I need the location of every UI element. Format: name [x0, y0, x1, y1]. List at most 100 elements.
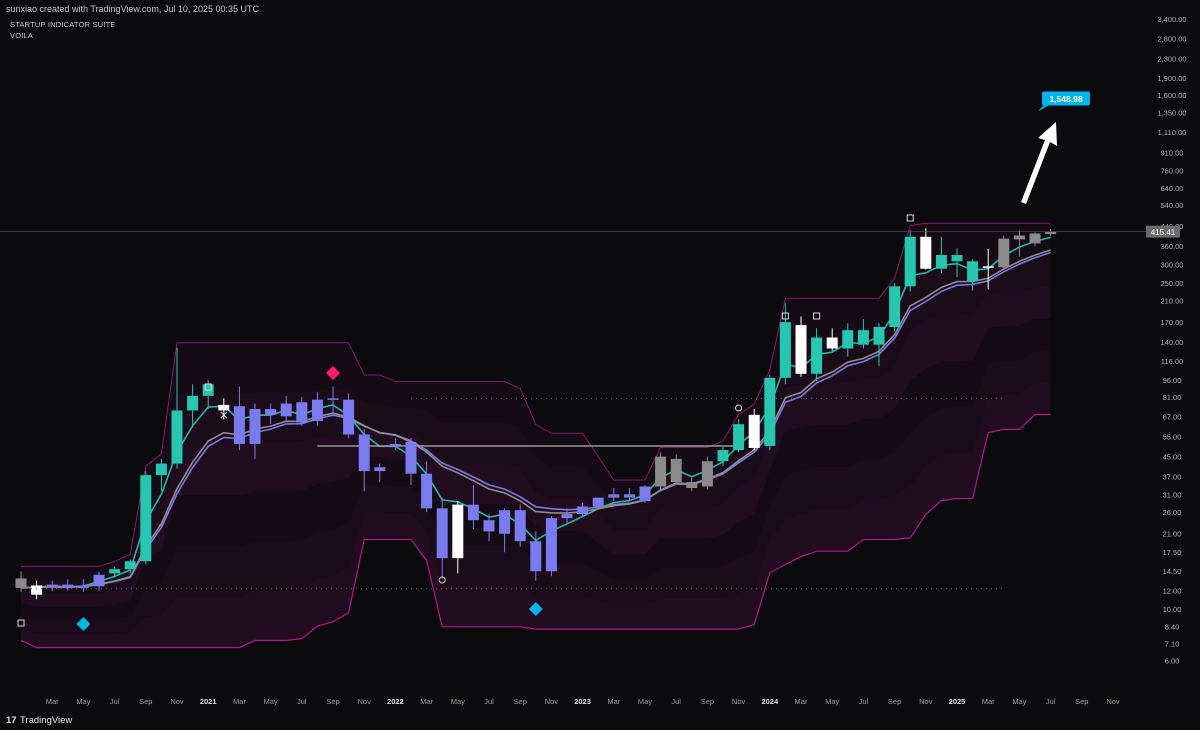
candle-62 — [982, 249, 994, 290]
candle-body — [795, 325, 807, 374]
time-tick-label: Nov — [919, 697, 933, 706]
time-tick-label: May — [76, 697, 90, 706]
candle-body — [857, 330, 869, 345]
candle-65 — [1029, 232, 1041, 247]
candle-59 — [935, 236, 947, 274]
candle-body — [811, 337, 823, 374]
square-signal-icon — [781, 312, 789, 320]
candle-34 — [545, 516, 557, 577]
candle-30 — [483, 514, 495, 542]
candle-body — [951, 254, 963, 262]
candle-55 — [873, 323, 885, 367]
time-tick-label: Nov — [1106, 697, 1120, 706]
candle-2 — [46, 580, 58, 592]
candle-24 — [389, 438, 401, 451]
candle-43 — [686, 477, 698, 492]
candle-body — [530, 541, 542, 572]
candle-54 — [857, 319, 869, 349]
candle-58 — [920, 228, 932, 270]
circle-signal-icon — [438, 576, 446, 584]
price-tick-label: 116.00 — [1161, 357, 1183, 366]
square-signal-icon — [906, 214, 914, 222]
candle-body — [935, 254, 947, 269]
candle-47 — [748, 409, 760, 451]
price-tick-label: 360.00 — [1161, 242, 1184, 251]
buy-diamond-icon — [528, 602, 543, 616]
time-tick-label: Sep — [326, 697, 339, 706]
time-tick-label: 2024 — [761, 697, 779, 706]
candle-32 — [514, 504, 526, 547]
candle-body — [592, 497, 604, 507]
candle-body — [343, 399, 355, 435]
price-tick-label: 37.00 — [1163, 472, 1182, 481]
candle-11 — [187, 384, 199, 428]
candle-40 — [639, 484, 651, 503]
candle-31 — [499, 508, 511, 553]
candle-body — [779, 322, 791, 378]
candle-body — [608, 494, 620, 498]
time-tick-label: Nov — [170, 697, 184, 706]
candle-body — [46, 584, 58, 588]
target-badge — [1042, 91, 1090, 106]
candle-66 — [1045, 229, 1057, 237]
price-tick-label: 6.00 — [1165, 657, 1180, 666]
tradingview-brand[interactable]: TradingView — [20, 715, 73, 726]
candle-9 — [155, 458, 167, 492]
circle-signal-icon — [735, 404, 743, 412]
candle-body — [452, 504, 464, 559]
candle-41 — [655, 452, 667, 492]
candle-body — [655, 456, 667, 487]
candle-35 — [561, 508, 573, 525]
time-tick-label: Nov — [358, 697, 372, 706]
square-signal-icon — [17, 619, 25, 627]
time-axis[interactable]: Mar May Jul Sep Nov 2021 Mar May Jul Sep Nov 2022 Ma… — [46, 697, 1120, 706]
candle-10 — [171, 347, 183, 469]
price-tick-label: 12.00 — [1163, 586, 1182, 595]
candle-33 — [530, 531, 542, 581]
candle-28 — [452, 501, 464, 574]
candle-5 — [93, 571, 105, 591]
price-tick-label: 45.00 — [1163, 453, 1182, 462]
candle-body — [155, 463, 167, 476]
candle-body — [421, 473, 433, 509]
candle-57 — [904, 230, 916, 292]
time-tick-label: May — [1012, 697, 1026, 706]
square-signal-icon — [813, 312, 821, 320]
candle-14 — [233, 386, 245, 451]
candle-body — [467, 504, 479, 521]
candle-body — [577, 506, 589, 515]
candle-19 — [311, 392, 323, 426]
candle-body — [124, 561, 136, 570]
time-tick-label: Sep — [139, 697, 152, 706]
target-label: 1,548.98 — [1049, 94, 1082, 104]
price-tick-label: 1,900.00 — [1157, 74, 1186, 83]
candle-56 — [889, 283, 901, 332]
price-tick-label: 1,600.00 — [1157, 91, 1186, 100]
candle-26 — [421, 461, 433, 513]
candle-body — [187, 395, 199, 411]
indicator-subtitle: VOILA — [10, 31, 34, 40]
price-tick-label: 170.00 — [1161, 318, 1184, 327]
time-tick-label: May — [825, 697, 839, 706]
candle-16 — [265, 403, 277, 425]
candle-body — [982, 266, 994, 268]
price-tick-label: 910.00 — [1161, 148, 1184, 157]
candle-body — [1013, 235, 1025, 240]
time-tick-label: Jul — [110, 697, 120, 706]
time-tick-label: Nov — [732, 697, 746, 706]
candle-22 — [358, 429, 370, 492]
candle-body — [218, 404, 230, 411]
price-tick-label: 140.00 — [1161, 338, 1184, 347]
price-chart[interactable]: 3,400.00 2,800.00 2,300.00 1,900.00 1,600.00… — [0, 0, 1200, 712]
candle-body — [967, 261, 979, 282]
candle-body — [311, 399, 323, 421]
buy-diamond-icon — [76, 617, 91, 631]
candle-61 — [967, 259, 979, 291]
candle-body — [62, 584, 74, 588]
envelope-band-4 — [21, 350, 1051, 634]
candle-body — [639, 486, 651, 502]
candle-7 — [124, 559, 136, 574]
price-tick-label: 8.40 — [1165, 622, 1180, 631]
price-tick-label: 300.00 — [1161, 261, 1184, 270]
tradingview-logo-icon[interactable]: 17 — [6, 715, 17, 726]
